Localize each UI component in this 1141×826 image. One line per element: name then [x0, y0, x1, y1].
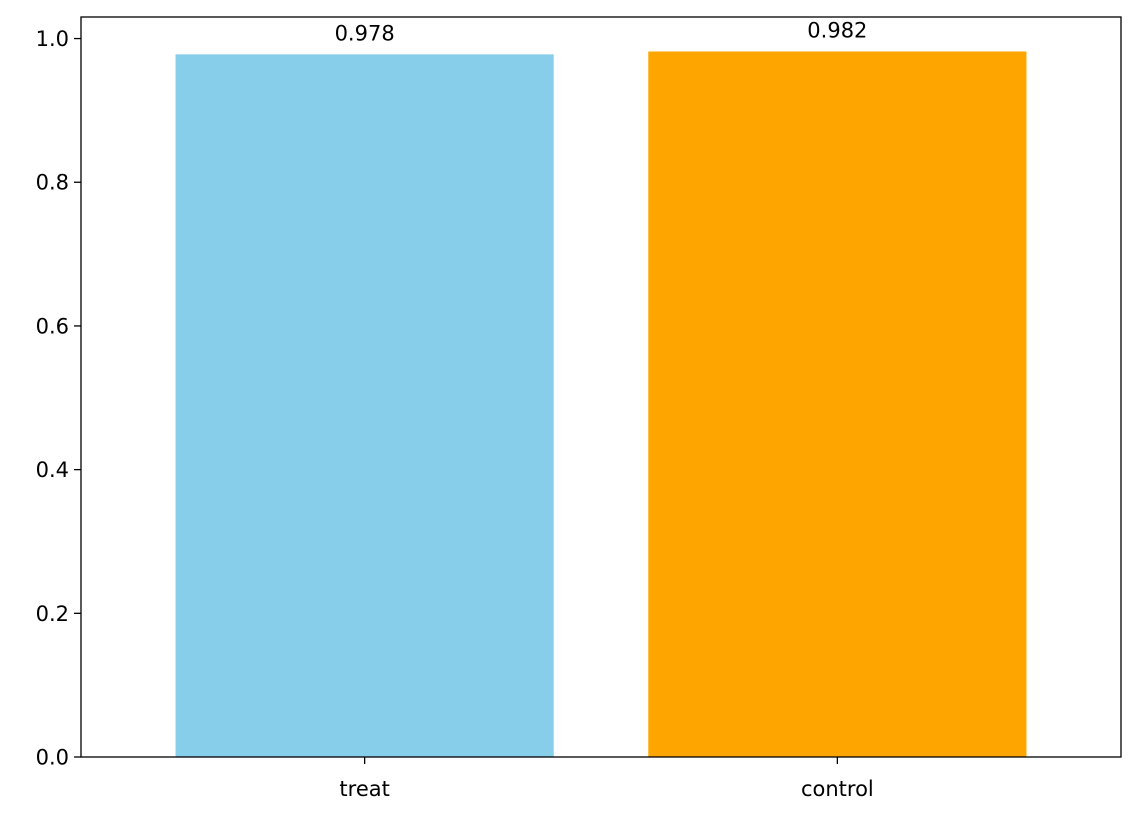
bars-layer: [175, 51, 1027, 758]
y-tick-label: 0.2: [36, 602, 69, 626]
y-tick-label: 0.0: [36, 746, 69, 770]
data-label-control: 0.982: [807, 18, 867, 42]
x-axis: treat control: [339, 757, 874, 801]
y-tick-label: 0.6: [36, 314, 69, 338]
data-label-treat: 0.978: [335, 21, 395, 45]
x-tick-label-treat: treat: [339, 777, 389, 801]
bar-control: [648, 51, 1027, 758]
plot-frame: [80, 16, 1122, 758]
y-tick-label: 0.8: [36, 171, 69, 195]
data-labels-layer: 0.978 0.982: [335, 18, 868, 45]
bar-treat: [175, 54, 554, 757]
y-axis: 0.0 0.2 0.4 0.6 0.8 1.0: [36, 27, 81, 770]
y-tick-label: 1.0: [36, 27, 69, 51]
x-tick-label-control: control: [801, 777, 874, 801]
y-tick-label: 0.4: [36, 458, 69, 482]
